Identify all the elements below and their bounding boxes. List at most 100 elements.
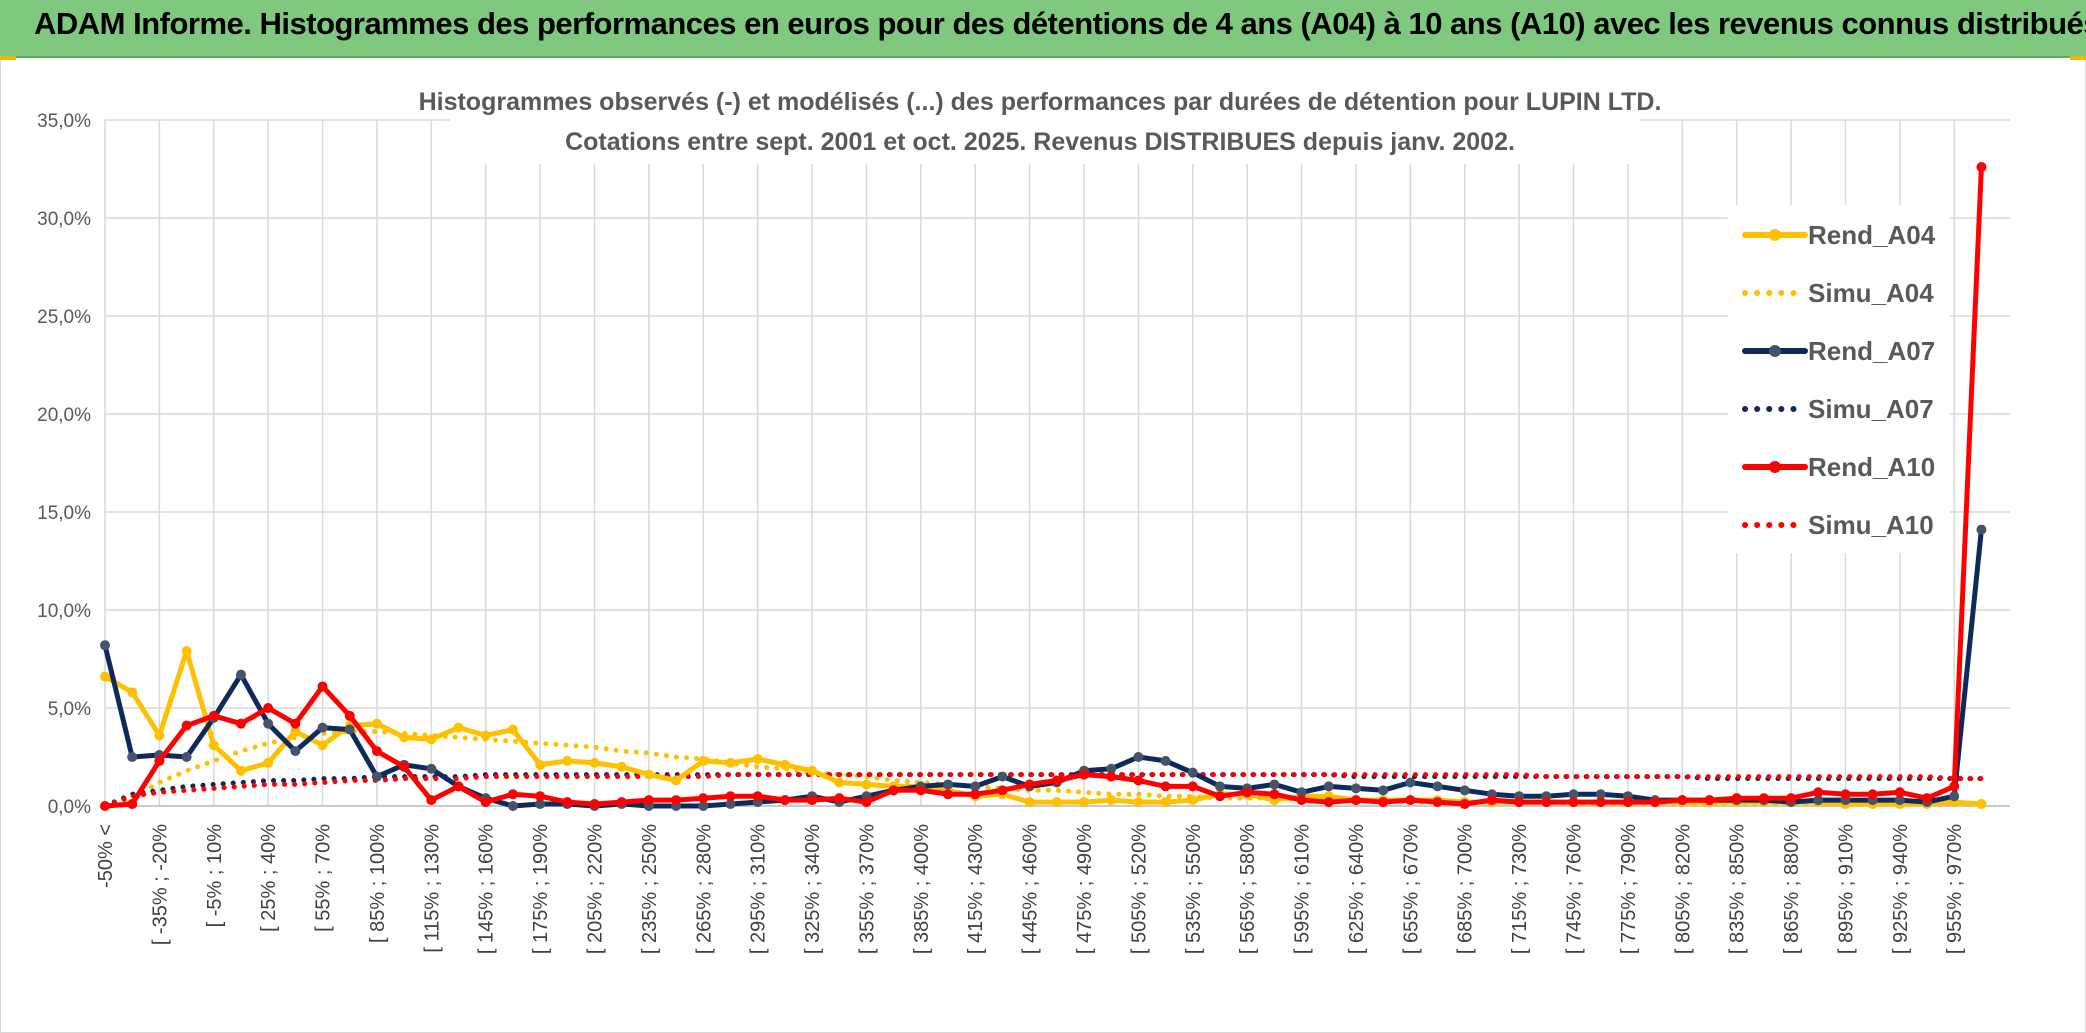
legend-label-Rend_A07: Rend_A07 — [1808, 336, 1935, 366]
data-point — [480, 797, 491, 808]
series-line-Simu_A10 — [102, 772, 1984, 809]
data-point — [100, 640, 110, 651]
data-point — [616, 761, 627, 772]
data-point — [1405, 795, 1416, 806]
data-point — [1296, 787, 1307, 798]
data-point — [154, 730, 165, 741]
y-tick-label: 15,0% — [37, 503, 91, 524]
series-Simu_A10 — [102, 772, 1984, 809]
data-point — [1568, 789, 1579, 800]
data-point — [1758, 793, 1769, 804]
data-point — [1514, 797, 1525, 808]
data-point — [915, 785, 926, 796]
legend-label-Rend_A10: Rend_A10 — [1808, 452, 1935, 482]
data-point — [943, 789, 954, 800]
data-point — [1568, 797, 1579, 808]
data-point — [861, 779, 872, 790]
data-point — [235, 765, 246, 776]
data-point — [127, 687, 138, 698]
data-point — [317, 681, 328, 692]
x-tick-label: [ 535% ; 550% — [1183, 824, 1205, 954]
legend-label-Simu_A07: Simu_A07 — [1808, 394, 1934, 424]
x-tick-label: [ 205% ; 220% — [585, 824, 607, 954]
data-point — [507, 801, 518, 811]
x-tick-label: [ 355% ; 370% — [856, 824, 878, 954]
x-axis-ticks: -50% < [ -35% ; -20% [ -5% ; 10% [ 25% ; 40… — [95, 824, 1966, 954]
data-point — [100, 671, 110, 682]
y-tick-label: 0,0% — [48, 797, 91, 818]
x-tick-label: [ 295% ; 310% — [748, 824, 770, 954]
data-point — [970, 781, 981, 792]
legend-marker — [1769, 345, 1781, 357]
y-tick-label: 5,0% — [48, 699, 91, 720]
data-point — [426, 763, 437, 774]
data-point — [725, 799, 736, 810]
data-point — [1214, 781, 1225, 792]
data-point — [861, 797, 872, 808]
data-point — [1106, 795, 1117, 806]
x-tick-label: [ 625% ; 640% — [1346, 824, 1368, 954]
data-point — [181, 752, 192, 762]
data-point — [589, 799, 600, 810]
x-tick-label: [ 475% ; 490% — [1074, 824, 1096, 954]
data-point — [535, 759, 546, 770]
data-point — [1051, 775, 1062, 786]
legend-marker — [1769, 461, 1781, 473]
data-point — [1296, 795, 1307, 806]
series-line-Rend_A07 — [102, 527, 1984, 809]
x-tick-label: [ 715% ; 730% — [1509, 824, 1531, 954]
data-point — [698, 755, 709, 766]
x-tick-label: [ 775% ; 790% — [1618, 824, 1640, 954]
data-point — [562, 797, 573, 808]
x-tick-label: [ 175% ; 190% — [530, 824, 552, 954]
data-point — [290, 726, 301, 737]
data-point — [1187, 781, 1198, 792]
data-point — [1867, 789, 1878, 800]
x-tick-label: [ 865% ; 880% — [1781, 824, 1803, 954]
data-point — [1323, 797, 1334, 808]
data-point — [1378, 797, 1389, 808]
data-point — [453, 781, 464, 792]
y-tick-label: 25,0% — [37, 307, 91, 328]
data-point — [1459, 799, 1470, 810]
data-point — [589, 757, 600, 768]
data-point — [1813, 795, 1824, 806]
data-point — [1187, 767, 1198, 778]
x-tick-label: [ 655% ; 670% — [1400, 824, 1422, 954]
data-point — [208, 710, 219, 721]
data-point — [1813, 787, 1824, 798]
x-tick-label: [ 565% ; 580% — [1237, 824, 1259, 954]
x-tick-label: [ -35% ; -20% — [149, 824, 171, 945]
data-point — [1160, 755, 1171, 766]
data-point — [1024, 779, 1035, 790]
data-point — [1378, 785, 1389, 796]
x-tick-label: [ 235% ; 250% — [639, 824, 661, 954]
x-tick-label: [ 685% ; 700% — [1455, 824, 1477, 954]
data-point — [208, 740, 219, 751]
x-tick-label: [ 415% ; 430% — [965, 824, 987, 954]
series-Rend_A10 — [100, 162, 1987, 811]
x-tick-label: [ 25% ; 40% — [258, 824, 280, 932]
data-point — [127, 752, 138, 762]
x-tick-label: [ 745% ; 760% — [1564, 824, 1586, 954]
data-point — [970, 789, 981, 800]
data-point — [834, 777, 845, 788]
data-point — [1622, 797, 1633, 808]
data-point — [752, 791, 763, 802]
data-point — [779, 759, 790, 770]
data-point — [1133, 752, 1144, 762]
data-point — [399, 761, 410, 772]
series-line-Rend_A10 — [102, 164, 1984, 809]
data-point — [1595, 797, 1606, 808]
data-point — [807, 765, 818, 776]
data-point — [344, 710, 355, 721]
data-point — [1323, 781, 1334, 792]
data-point — [1949, 791, 1960, 802]
data-point — [127, 799, 138, 810]
data-point — [807, 795, 818, 806]
data-point — [562, 755, 573, 766]
data-point — [235, 718, 246, 729]
series-group — [100, 162, 1987, 811]
data-point — [507, 789, 518, 800]
